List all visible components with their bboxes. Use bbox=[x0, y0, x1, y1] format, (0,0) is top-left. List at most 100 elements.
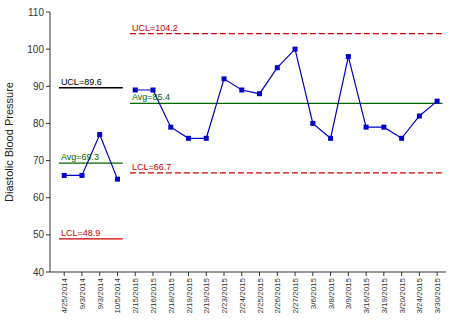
reference-line bbox=[130, 103, 443, 104]
y-tick-label: 80 bbox=[33, 118, 45, 129]
point bbox=[364, 125, 369, 130]
reference-label: Avg=85.4 bbox=[132, 92, 170, 102]
x-tick-label: 2/23/2015 bbox=[220, 277, 229, 313]
point bbox=[204, 136, 209, 141]
x-tick bbox=[259, 272, 260, 276]
point bbox=[257, 91, 262, 96]
point bbox=[239, 88, 244, 93]
x-tick-label: 2/27/2015 bbox=[291, 277, 300, 313]
x-tick-label: 3/30/2015 bbox=[433, 277, 442, 313]
series-line bbox=[135, 49, 437, 138]
x-tick-label: 2/19/2015 bbox=[202, 277, 211, 313]
y-tick-label: 70 bbox=[33, 155, 45, 166]
x-tick-label: 10/5/2014 bbox=[113, 277, 122, 313]
x-tick bbox=[152, 272, 153, 276]
reference-label: UCL=89.6 bbox=[61, 77, 102, 87]
reference-line bbox=[59, 238, 123, 239]
point bbox=[346, 54, 351, 59]
y-tick bbox=[46, 12, 50, 13]
point bbox=[293, 47, 298, 52]
x-tick bbox=[64, 272, 65, 276]
y-tick-label: 50 bbox=[33, 229, 45, 240]
x-tick-label: 3/24/2015 bbox=[415, 277, 424, 313]
point bbox=[62, 173, 67, 178]
x-tick bbox=[277, 272, 278, 276]
point bbox=[186, 136, 191, 141]
x-tick bbox=[312, 272, 313, 276]
point bbox=[222, 76, 227, 81]
x-tick-label: 3/6/2015 bbox=[309, 277, 318, 309]
x-tick bbox=[170, 272, 171, 276]
point bbox=[79, 173, 84, 178]
point bbox=[381, 125, 386, 130]
x-tick-label: 2/24/2015 bbox=[238, 277, 247, 313]
point bbox=[310, 121, 315, 126]
y-tick bbox=[46, 160, 50, 161]
x-tick bbox=[81, 272, 82, 276]
annotations: UCL=89.6 Avg=69.3 LCL=48.9 UCL=104.2 Avg=85.… bbox=[61, 23, 178, 238]
reference-line bbox=[59, 163, 123, 164]
page: {"chart_data": {"type": "line", "categor… bbox=[0, 0, 455, 332]
x-tick bbox=[348, 272, 349, 276]
plot-area bbox=[59, 34, 443, 239]
x-tick bbox=[437, 272, 438, 276]
x-tick bbox=[419, 272, 420, 276]
y-tick bbox=[46, 123, 50, 124]
y-tick-label: 40 bbox=[33, 267, 45, 278]
x-tick bbox=[401, 272, 402, 276]
point bbox=[168, 125, 173, 130]
y-tick bbox=[46, 49, 50, 50]
x-tick-label: 3/8/2015 bbox=[327, 277, 336, 309]
reference-line bbox=[130, 33, 443, 34]
x-tick bbox=[241, 272, 242, 276]
reference-line bbox=[59, 87, 123, 88]
x-tick bbox=[295, 272, 296, 276]
x-tick bbox=[117, 272, 118, 276]
x-tick-label: 2/16/2015 bbox=[149, 277, 158, 313]
y-tick bbox=[46, 234, 50, 235]
x-tick-label: 2/25/2015 bbox=[256, 277, 265, 313]
chart: 40 50 60 70 80 90 100 110 4/25/2014 9/3/2014 9/3/2… bbox=[0, 0, 455, 332]
y-tick-label: 100 bbox=[27, 44, 44, 55]
x-tick-label: 2/19/2015 bbox=[185, 277, 194, 313]
reference-line bbox=[130, 172, 443, 173]
x-tick bbox=[330, 272, 331, 276]
x-tick-label: 4/25/2014 bbox=[60, 277, 69, 313]
x-tick bbox=[188, 272, 189, 276]
y-tick bbox=[46, 86, 50, 87]
x-tick bbox=[224, 272, 225, 276]
x-tick bbox=[383, 272, 384, 276]
y-axis-label: Diastolic Blood Pressure bbox=[3, 82, 15, 202]
x-tick bbox=[366, 272, 367, 276]
x-tick-label: 2/15/2015 bbox=[131, 277, 140, 313]
reference-label: LCL=48.9 bbox=[61, 228, 100, 238]
x-tick-label: 3/20/2015 bbox=[398, 277, 407, 313]
x-axis-line bbox=[50, 272, 446, 273]
point bbox=[97, 132, 102, 137]
y-tick-label: 60 bbox=[33, 192, 45, 203]
x-tick bbox=[135, 272, 136, 276]
x-tick bbox=[206, 272, 207, 276]
y-tick bbox=[46, 197, 50, 198]
x-tick-label: 3/19/2015 bbox=[380, 277, 389, 313]
x-tick-label: 2/18/2015 bbox=[167, 277, 176, 313]
x-tick-label: 9/3/2014 bbox=[96, 277, 105, 309]
reference-label: UCL=104.2 bbox=[132, 23, 178, 33]
point bbox=[275, 65, 280, 70]
point bbox=[328, 136, 333, 141]
x-tick-label: 3/9/2015 bbox=[344, 277, 353, 309]
y-tick-label: 90 bbox=[33, 81, 45, 92]
y-tick bbox=[46, 272, 50, 273]
point bbox=[399, 136, 404, 141]
reference-label: LCL=66.7 bbox=[132, 162, 171, 172]
x-tick-label: 3/16/2015 bbox=[362, 277, 371, 313]
y-axis-line bbox=[50, 12, 51, 272]
x-tick-label: 9/3/2014 bbox=[78, 277, 87, 309]
y-tick-label: 110 bbox=[28, 7, 44, 18]
point bbox=[417, 114, 422, 119]
point bbox=[435, 99, 440, 104]
x-tick bbox=[99, 272, 100, 276]
point bbox=[115, 177, 120, 182]
reference-label: Avg=69.3 bbox=[61, 152, 99, 162]
x-tick-label: 2/26/2015 bbox=[273, 277, 282, 313]
